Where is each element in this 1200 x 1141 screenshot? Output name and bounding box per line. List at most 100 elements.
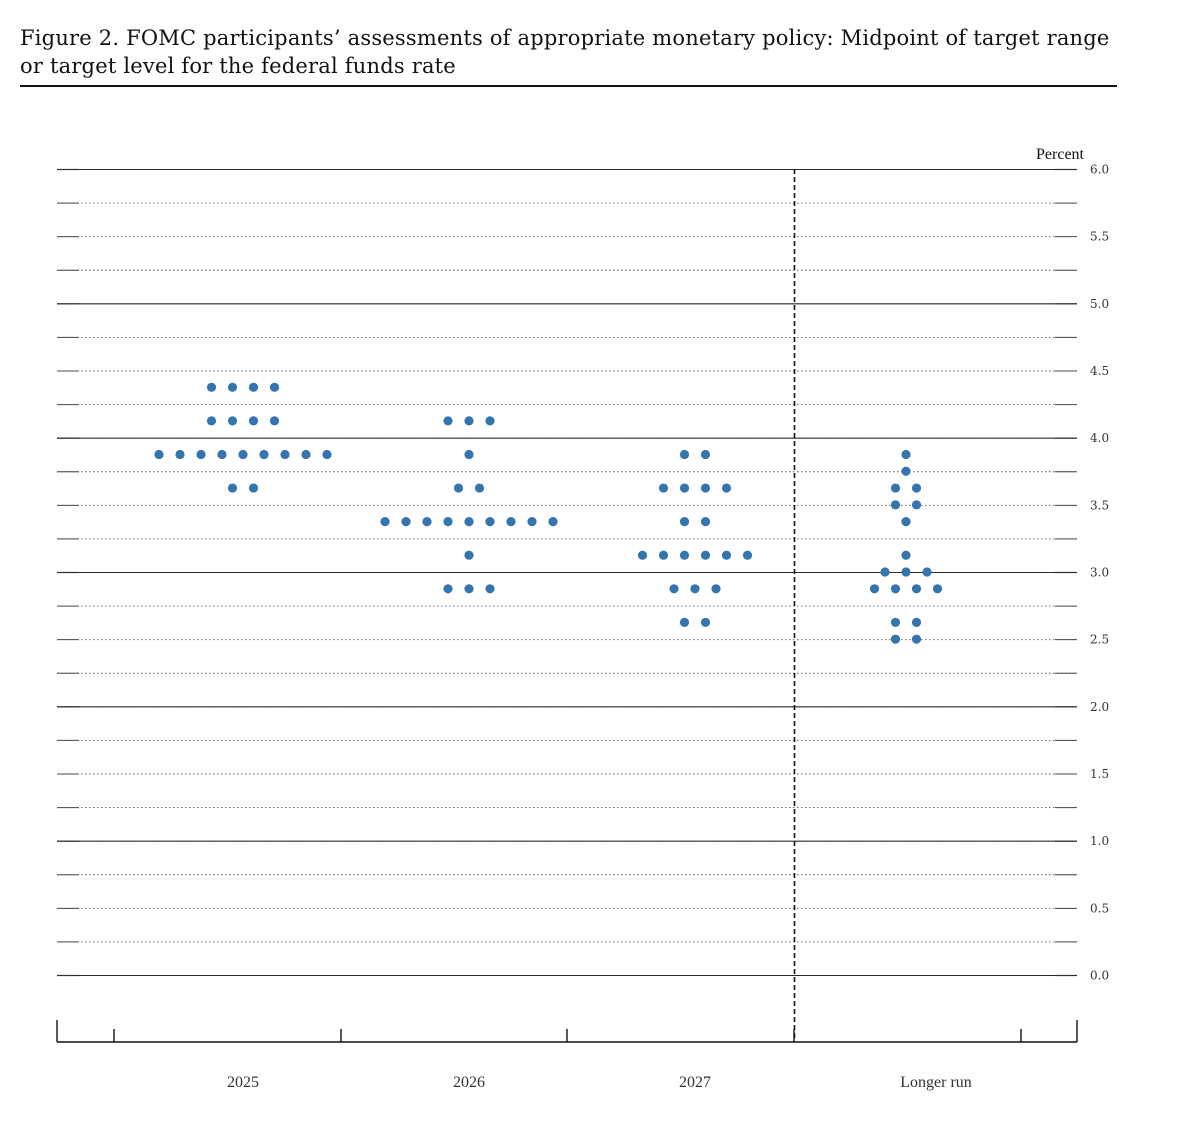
projection-dot	[911, 617, 922, 627]
grid-lines	[57, 168, 1077, 977]
projection-dot	[700, 550, 711, 560]
projection-dot	[259, 449, 269, 460]
projection-dot	[690, 584, 700, 594]
projection-dot	[248, 483, 259, 493]
projection-dot	[248, 416, 259, 426]
projection-dot	[196, 449, 206, 460]
projection-dot	[464, 584, 474, 594]
projection-dot	[721, 550, 732, 560]
figure-title: Figure 2. FOMC participants’ assessments…	[20, 26, 1110, 78]
y-tick-label: 2.0	[1090, 700, 1109, 714]
y-tick-label: 4.0	[1090, 431, 1109, 445]
x-category-label: 2026	[453, 1074, 485, 1091]
projection-dot	[464, 550, 474, 560]
projection-dot	[679, 517, 690, 527]
projection-dot	[901, 517, 911, 527]
projection-dot	[154, 449, 164, 460]
projection-dot	[911, 584, 922, 594]
y-tick-label: 0.0	[1090, 969, 1109, 983]
projection-dot	[527, 517, 537, 527]
projection-dot	[464, 416, 474, 426]
y-tick-label: 4.5	[1090, 364, 1109, 378]
x-category-label: 2025	[227, 1074, 259, 1091]
projection-dot	[637, 550, 648, 560]
projection-dot	[901, 550, 911, 560]
projection-dot	[485, 584, 495, 594]
y-tick-label: 1.0	[1090, 834, 1109, 848]
projection-dot	[175, 449, 185, 460]
projection-dot	[380, 517, 390, 527]
y-tick-label: 1.5	[1090, 767, 1109, 781]
projection-dot	[700, 483, 711, 493]
projection-dot	[890, 617, 901, 627]
projection-dot	[911, 634, 922, 644]
y-tick-label: 3.5	[1090, 498, 1109, 512]
projection-dot	[206, 416, 217, 426]
y-tick-label: 2.5	[1090, 633, 1109, 647]
projection-dot	[464, 449, 474, 460]
projection-dot	[922, 567, 932, 577]
y-tick-label: 5.0	[1090, 297, 1109, 311]
projection-dot	[711, 584, 721, 594]
projection-dot	[869, 584, 880, 594]
projection-dot	[890, 634, 901, 644]
projection-dot	[206, 382, 217, 392]
projection-dot	[322, 449, 332, 460]
projection-dot	[280, 449, 290, 460]
x-category-label: 2027	[679, 1074, 711, 1091]
y-tick-label: 0.5	[1090, 901, 1109, 915]
projection-dot	[679, 483, 690, 493]
projection-dot	[474, 483, 485, 493]
projection-dot	[679, 550, 690, 560]
axes	[56, 169, 1078, 1043]
x-category-label: Longer run	[900, 1074, 972, 1091]
projection-dot	[506, 517, 516, 527]
projection-dot	[890, 584, 901, 594]
projection-dot	[548, 517, 558, 527]
projection-dot	[227, 382, 238, 392]
projection-dot	[880, 567, 890, 577]
projection-dot	[238, 449, 248, 460]
projection-dot	[901, 567, 911, 577]
projection-dot	[742, 550, 753, 560]
projection-dot	[700, 517, 711, 527]
projection-dot	[453, 483, 464, 493]
title-rule	[20, 85, 1117, 87]
labels: 6.0 5.5 5.0 4.5 4.0 3.5 3.0 2.5 2.0 1.5 1.0 0.5 0.0 P…	[227, 146, 1109, 1091]
projection-dot	[485, 416, 495, 426]
projection-dot	[700, 617, 711, 627]
projection-dot	[464, 517, 474, 527]
projection-dot	[721, 483, 732, 493]
projection-dot	[911, 483, 922, 493]
projection-dot	[443, 517, 453, 527]
projection-dot	[248, 382, 259, 392]
projection-dot	[901, 449, 911, 460]
projection-dot	[911, 500, 922, 510]
projection-dot	[890, 483, 901, 493]
projection-dot	[401, 517, 411, 527]
projection-dot	[443, 584, 453, 594]
dots	[154, 382, 943, 644]
projection-dot	[443, 416, 453, 426]
projection-dot	[422, 517, 432, 527]
projection-dot	[227, 483, 238, 493]
projection-dot	[658, 483, 669, 493]
projection-dot	[679, 617, 690, 627]
y-tick-label: 5.5	[1090, 230, 1109, 244]
projection-dot	[890, 500, 901, 510]
projection-dot	[700, 449, 711, 460]
y-tick-label: 6.0	[1090, 163, 1109, 177]
projection-dot	[669, 584, 679, 594]
projection-dot	[301, 449, 311, 460]
projection-dot	[227, 416, 238, 426]
projection-dot	[485, 517, 495, 527]
y-axis-unit-label: Percent	[1036, 146, 1085, 163]
projection-dot	[269, 416, 280, 426]
projection-dot	[901, 466, 911, 476]
projection-dot	[658, 550, 669, 560]
projection-dot	[269, 382, 280, 392]
projection-dot	[932, 584, 943, 594]
y-tick-label: 3.0	[1090, 566, 1109, 580]
projection-dot	[217, 449, 227, 460]
